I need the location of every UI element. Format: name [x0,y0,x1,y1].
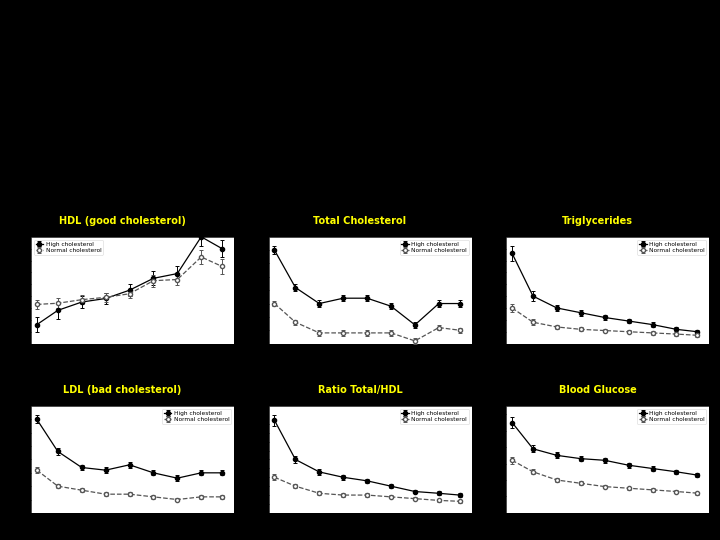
X-axis label: Weeks: Weeks [120,531,145,540]
Text: Blood Glucose: Blood Glucose [559,385,636,395]
X-axis label: Weeks: Weeks [358,362,382,371]
Legend: High cholesterol, Normal cholesterol: High cholesterol, Normal cholesterol [162,409,231,424]
Text: Hussein M. Dashti,¹ Naji S. Al-Zaid,² Thazhumpal C. Mathew,³: Hussein M. Dashti,¹ Naji S. Al-Zaid,² Th… [72,119,386,129]
Text: and Abdulla I. Behbahani¹: and Abdulla I. Behbahani¹ [72,176,204,185]
X-axis label: Weeks: Weeks [595,362,620,371]
Text: Long term effects of ketogenic diet in obese: Long term effects of ketogenic diet in o… [11,6,543,28]
Text: Molecular and Cellular Biochemistry ​286: 1–9, 2006.: Molecular and Cellular Biochemistry ​286… [317,183,571,191]
X-axis label: Weeks: Weeks [595,531,620,540]
Y-axis label: Level of Glucose (mmol/L): Level of Glucose (mmol/L) [481,416,487,503]
Y-axis label: Level of HDL (mmol/L): Level of HDL (mmol/L) [4,253,10,327]
Text: Total Cholesterol: Total Cholesterol [313,215,407,226]
Text: HDL (good cholesterol): HDL (good cholesterol) [59,215,186,226]
Text: Ratio Total/HDL: Ratio Total/HDL [318,385,402,395]
X-axis label: Weeks: Weeks [358,531,382,540]
Text: LDL (bad cholesterol): LDL (bad cholesterol) [63,385,181,395]
Text: subjects with high cholesterol level: subjects with high cholesterol level [11,65,437,87]
X-axis label: Weeks: Weeks [120,362,145,371]
Y-axis label: Level of LDL (mmol/L): Level of LDL (mmol/L) [4,423,10,496]
Text: Mahdi Al-Mousawi,⁴ Hussain Talib,⁴ Sami K. Asfar¹: Mahdi Al-Mousawi,⁴ Hussain Talib,⁴ Sami … [72,150,330,159]
Y-axis label: Changes in total cholesterol/HDL ratio: Changes in total cholesterol/HDL ratio [241,396,248,523]
Legend: High cholesterol, Normal cholesterol: High cholesterol, Normal cholesterol [34,240,103,254]
Legend: High cholesterol, Normal cholesterol: High cholesterol, Normal cholesterol [637,409,706,424]
Y-axis label: Level of total Cholesterol (mmol/L): Level of total Cholesterol (mmol/L) [241,232,248,348]
Text: Triglycerides: Triglycerides [562,215,633,226]
Legend: High cholesterol, Normal cholesterol: High cholesterol, Normal cholesterol [400,409,469,424]
Y-axis label: Level of Triglycerides (mmol/L): Level of Triglycerides (mmol/L) [479,239,485,341]
Legend: High cholesterol, Normal cholesterol: High cholesterol, Normal cholesterol [400,240,469,254]
Legend: High cholesterol, Normal cholesterol: High cholesterol, Normal cholesterol [637,240,706,254]
